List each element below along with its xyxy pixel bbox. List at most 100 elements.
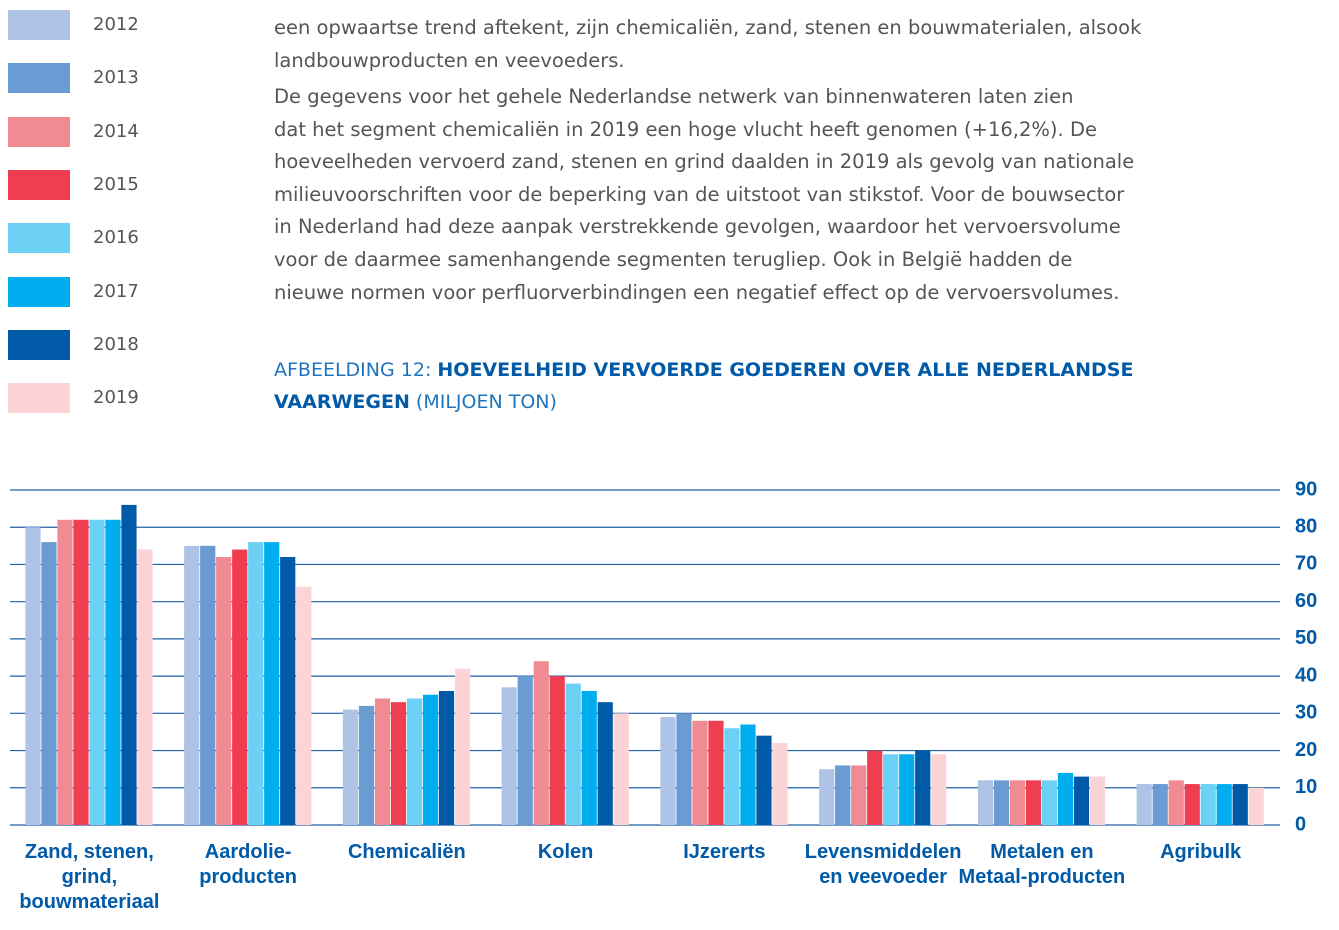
bar xyxy=(232,549,248,825)
bar xyxy=(89,519,105,825)
bar xyxy=(1009,780,1026,825)
bar xyxy=(1152,784,1168,825)
bar xyxy=(1057,772,1074,825)
category-label: Levensmiddelen en veevoeder xyxy=(804,841,962,888)
text-line: een opwaartse trend aftekent, zijn chemi… xyxy=(274,16,1142,39)
legend-label: 2016 xyxy=(93,227,139,249)
bar xyxy=(454,668,471,825)
bar xyxy=(1248,787,1264,825)
bar xyxy=(342,709,359,825)
category-label: Aardolie-producten xyxy=(199,841,298,888)
bar xyxy=(915,750,931,825)
bar xyxy=(358,705,375,825)
category-label: Kolen xyxy=(537,841,594,863)
legend-label: 2018 xyxy=(93,333,139,355)
bar xyxy=(1025,780,1042,825)
text-line: voor de daarmee samenhangende segmenten … xyxy=(274,247,1073,271)
bar xyxy=(1073,776,1090,825)
bar xyxy=(374,698,391,825)
bar xyxy=(1041,780,1058,825)
bar xyxy=(1089,776,1106,825)
bar xyxy=(1136,784,1152,825)
category-label: Zand, stenen, grind, bouwmateriaal xyxy=(19,841,160,913)
text-line: hoeveelheden vervoerd zand, stenen en gr… xyxy=(274,150,1135,174)
bar xyxy=(390,702,407,825)
bar xyxy=(851,765,867,825)
bar xyxy=(899,754,915,825)
category-label: Chemicaliën xyxy=(347,841,466,863)
y-tick-label: 30 xyxy=(1295,702,1317,724)
bar xyxy=(756,735,772,825)
bar xyxy=(740,724,756,825)
bar xyxy=(819,769,835,825)
bar xyxy=(549,676,565,825)
legend-label: 2017 xyxy=(93,280,139,302)
y-tick-label: 20 xyxy=(1295,739,1317,761)
bar xyxy=(977,780,994,825)
y-tick-label: 50 xyxy=(1295,627,1317,649)
legend-label: 2019 xyxy=(93,387,139,409)
bar xyxy=(501,687,517,825)
y-tick-label: 60 xyxy=(1295,590,1317,612)
y-tick-label: 0 xyxy=(1295,813,1306,835)
category-label: IJzererts xyxy=(683,841,766,863)
text-line: in Nederland had deze aanpak verstrekken… xyxy=(274,215,1121,239)
bar xyxy=(581,691,597,825)
bar xyxy=(1200,784,1216,825)
text-line: nieuwe normen voor perfluorverbindingen … xyxy=(274,280,1120,304)
legend-label: 2012 xyxy=(93,14,139,35)
bar xyxy=(248,542,264,825)
bar xyxy=(406,698,423,825)
bar xyxy=(565,683,581,825)
bar xyxy=(73,519,89,825)
category-label: Agribulk xyxy=(1160,841,1242,863)
bar xyxy=(422,694,439,825)
y-tick-label: 10 xyxy=(1295,776,1317,798)
bar xyxy=(676,713,692,825)
bar xyxy=(993,780,1010,825)
legend-swatch xyxy=(8,169,70,200)
bar xyxy=(1216,784,1232,825)
legend-swatch xyxy=(8,329,70,360)
bar xyxy=(772,743,788,825)
bar xyxy=(724,728,740,825)
bar xyxy=(883,754,899,825)
legend-label: 2015 xyxy=(93,173,139,195)
title-suffix: (MILJOEN TON) xyxy=(415,391,557,413)
bar xyxy=(597,702,613,825)
text-line: landbouwproducten en veevoeders. xyxy=(274,48,625,72)
bar xyxy=(660,717,676,825)
legend-swatch xyxy=(8,276,70,307)
bar xyxy=(708,720,724,825)
bar xyxy=(692,720,708,825)
text-line: dat het segment chemicaliën in 2019 een … xyxy=(274,117,1097,141)
legend-swatch xyxy=(8,63,70,94)
bar xyxy=(1232,784,1248,825)
bar xyxy=(264,542,280,825)
title-prefix: AFBEELDING 12: xyxy=(274,359,432,381)
bar xyxy=(613,713,629,825)
bar xyxy=(1184,784,1200,825)
bar xyxy=(867,750,883,825)
bar xyxy=(200,545,216,825)
bar xyxy=(438,691,455,825)
figure-title: AFBEELDING 12: HOEVEELHEID VERVOERDE GOE… xyxy=(274,354,1244,418)
category-label: Metalen en Metaal-producten xyxy=(958,841,1126,888)
bar xyxy=(280,557,296,825)
bar xyxy=(835,765,851,825)
bar xyxy=(296,586,312,825)
bar xyxy=(121,504,137,825)
bar xyxy=(1168,780,1184,825)
legend-swatch xyxy=(8,116,70,147)
legend-swatch xyxy=(8,10,70,40)
bar xyxy=(105,519,121,825)
bar xyxy=(25,527,41,825)
bar xyxy=(533,661,549,825)
bar xyxy=(931,754,947,825)
bar xyxy=(41,542,57,825)
legend-swatch xyxy=(8,383,70,414)
title-bold: HOEVEELHEID VERVOERDE GOEDEREN OVER ALLE… xyxy=(274,359,1134,413)
paragraph: De gegevens voor het gehele Nederlandse … xyxy=(274,81,1134,309)
